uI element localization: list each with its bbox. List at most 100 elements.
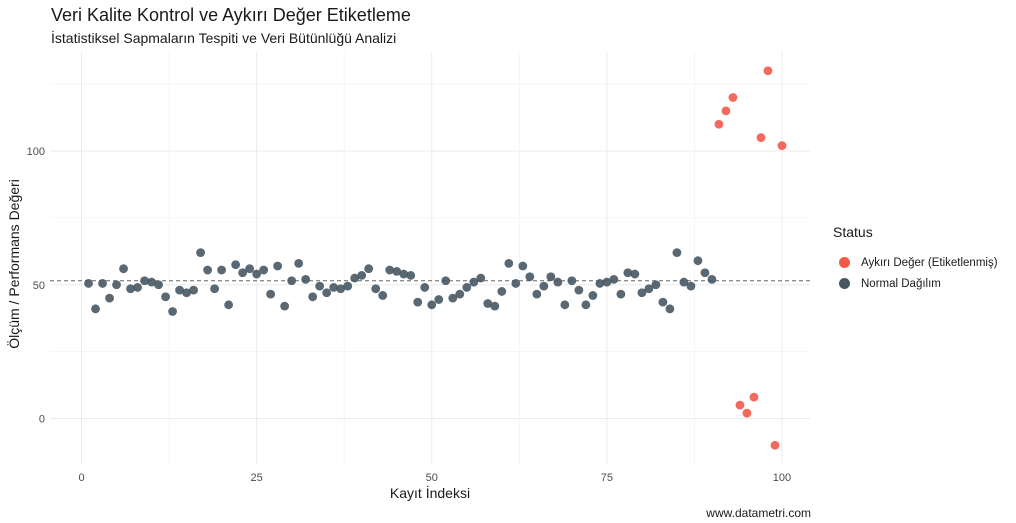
point-normal (308, 292, 318, 302)
point-normal (154, 280, 163, 290)
point-normal (679, 277, 689, 287)
point-normal (238, 268, 248, 278)
point-normal (420, 283, 430, 292)
point-normal (504, 258, 514, 268)
point-normal (546, 272, 556, 282)
point-normal (623, 268, 633, 278)
point-normal (651, 280, 661, 290)
legend-label-outlier: Aykırı Değer (Etiketlenmiş) (861, 256, 998, 269)
point-normal (336, 284, 346, 294)
point-normal (105, 293, 114, 303)
major-gridlines (50, 52, 810, 464)
point-normal (196, 248, 205, 258)
point-normal (140, 276, 149, 286)
point-outlier (763, 66, 773, 76)
point-normal (686, 281, 696, 291)
y-axis-ticks: 0 50 100 (27, 146, 45, 426)
point-outlier (742, 408, 752, 418)
legend-item-outlier: Aykırı Değer (Etiketlenmiş) (833, 252, 998, 273)
point-normal (693, 256, 703, 266)
point-normal (609, 275, 619, 284)
point-normal (252, 269, 262, 279)
x-axis-label: Kayıt İndeksi (390, 484, 470, 501)
point-normal (455, 289, 465, 299)
point-normal (329, 283, 339, 292)
point-normal (126, 284, 135, 294)
legend-swatch-outlier (839, 257, 850, 268)
point-normal (490, 301, 500, 311)
y-axis-label: Ölçüm / Performans Değeri (5, 179, 22, 349)
minor-gridlines (50, 52, 810, 464)
point-normal (434, 295, 444, 304)
point-normal (518, 261, 528, 271)
point-normal (273, 261, 283, 271)
point-normal (112, 280, 121, 290)
x-tick-label: 0 (78, 472, 84, 484)
point-normal (322, 288, 332, 298)
point-normal (644, 284, 654, 294)
legend-label-normal: Normal Dağılım (861, 277, 941, 290)
point-normal (672, 248, 682, 258)
point-normal (161, 292, 170, 302)
point-normal (476, 273, 486, 283)
point-normal (224, 300, 234, 310)
x-tick-label: 25 (251, 472, 263, 484)
point-normal (294, 258, 304, 268)
point-normal (700, 268, 710, 278)
point-outlier (721, 106, 731, 116)
point-outlier (777, 141, 787, 151)
point-normal (357, 270, 367, 280)
point-normal (448, 293, 458, 303)
point-normal (266, 289, 276, 299)
point-normal (343, 281, 353, 291)
x-tick-label: 75 (601, 472, 613, 484)
point-normal (560, 300, 570, 310)
point-normal (413, 297, 423, 307)
point-normal (315, 281, 325, 291)
chart-title: Veri Kalite Kontrol ve Aykırı Değer Etik… (51, 5, 411, 25)
point-normal (259, 265, 269, 275)
point-normal (595, 279, 605, 288)
legend: Status Aykırı Değer (Etiketlenmiş) Norma… (833, 224, 998, 294)
point-normal (469, 277, 479, 287)
point-normal (637, 288, 647, 298)
x-axis-ticks: 0 25 50 75 100 (78, 472, 791, 484)
point-normal (245, 264, 255, 274)
point-normal (210, 284, 220, 294)
point-normal (588, 291, 598, 300)
legend-swatch-normal (839, 278, 850, 289)
point-normal (483, 299, 493, 308)
point-normal (287, 276, 297, 286)
point-normal (350, 273, 360, 283)
point-normal (371, 284, 381, 294)
point-normal (301, 275, 311, 284)
point-normal (385, 265, 395, 275)
point-normal (707, 275, 717, 284)
y-tick-label: 0 (39, 414, 45, 426)
point-outlier (756, 133, 766, 143)
y-tick-label: 100 (27, 146, 45, 158)
point-normal (392, 266, 402, 276)
point-normal (147, 277, 156, 287)
point-normal (441, 276, 451, 286)
point-outlier (770, 440, 780, 450)
point-normal (602, 277, 612, 287)
legend-item-normal: Normal Dağılım (833, 273, 998, 294)
point-normal (84, 279, 93, 288)
point-normal (497, 287, 507, 296)
point-normal (665, 304, 675, 314)
point-normal (182, 288, 191, 298)
point-normal (217, 265, 227, 275)
x-tick-label: 50 (426, 472, 438, 484)
point-normal (574, 285, 584, 295)
point-outlier (735, 400, 745, 410)
point-normal (168, 307, 177, 316)
point-normal (399, 269, 409, 279)
point-normal (630, 269, 640, 279)
point-normal (539, 281, 549, 291)
point-normal (378, 291, 388, 300)
point-normal (175, 285, 184, 295)
point-normal (525, 272, 535, 282)
point-normal (553, 277, 563, 287)
